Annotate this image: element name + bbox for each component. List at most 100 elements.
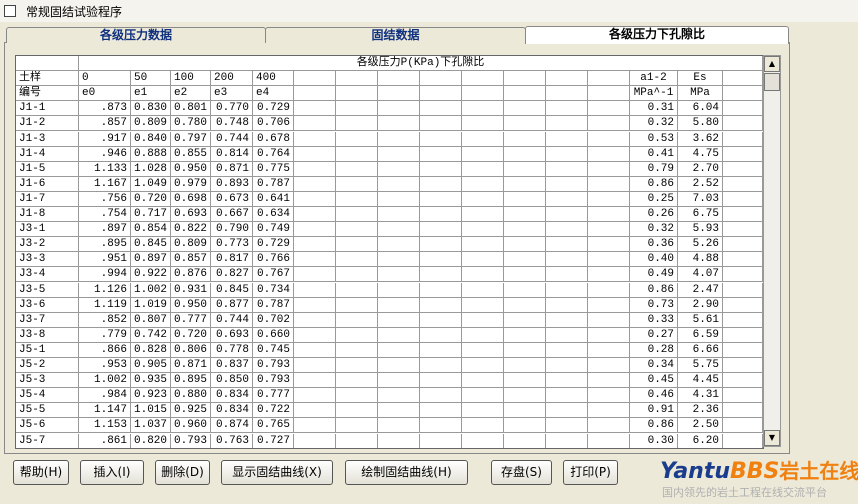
empty-cell xyxy=(420,176,462,192)
tab[interactable]: 固结数据 xyxy=(265,27,526,43)
grid-cell: 0.874 xyxy=(211,418,253,434)
empty-cell xyxy=(546,131,588,147)
grid-cell: 2.52 xyxy=(678,176,723,192)
header-cell xyxy=(504,71,546,87)
grid-cell: .861 xyxy=(79,433,131,448)
empty-cell xyxy=(504,101,546,117)
grid-cell: 0.923 xyxy=(131,388,171,404)
header-cell xyxy=(546,86,588,102)
empty-cell xyxy=(723,116,763,132)
grid-cell: .873 xyxy=(79,101,131,117)
empty-cell xyxy=(462,342,504,358)
scroll-down[interactable]: ▼ xyxy=(764,430,780,446)
empty-cell xyxy=(588,282,630,298)
empty-cell xyxy=(723,373,763,389)
grid-cell: J1-6 xyxy=(16,176,79,192)
empty-cell xyxy=(336,146,378,162)
grid-cell: J1-1 xyxy=(16,101,79,117)
empty-cell xyxy=(378,433,420,448)
empty-cell xyxy=(723,146,763,162)
grid-cell: 0.720 xyxy=(131,191,171,207)
tab[interactable]: 各级压力数据 xyxy=(6,27,266,43)
grid-cell: 5.26 xyxy=(678,237,723,253)
button[interactable]: 显示固结曲线(X) xyxy=(221,460,333,485)
empty-cell xyxy=(378,146,420,162)
grid-cell: 0.729 xyxy=(253,101,294,117)
grid-cell: 2.50 xyxy=(678,418,723,434)
grid-cell: 0.673 xyxy=(211,191,253,207)
grid-cell: 0.960 xyxy=(171,418,211,434)
empty-cell xyxy=(420,101,462,117)
logo: YantuBBS岩土在线 xyxy=(660,455,858,484)
empty-cell xyxy=(336,222,378,238)
header-cell xyxy=(546,71,588,87)
empty-cell xyxy=(588,433,630,448)
empty-cell xyxy=(504,327,546,343)
logo-text: BBS xyxy=(730,459,780,484)
empty-cell xyxy=(462,191,504,207)
grid-cell: J5-5 xyxy=(16,403,79,419)
empty-cell xyxy=(504,207,546,223)
grid-cell: 0.79 xyxy=(630,161,678,177)
grid-cell: 0.734 xyxy=(253,282,294,298)
button[interactable]: 存盘(S) xyxy=(491,460,552,485)
grid-cell: 0.660 xyxy=(253,327,294,343)
empty-cell xyxy=(336,433,378,448)
empty-cell xyxy=(462,418,504,434)
grid-cell: 1.015 xyxy=(131,403,171,419)
scrollbar[interactable]: ▲ ▼ xyxy=(763,55,781,447)
grid-cell: 1.133 xyxy=(79,161,131,177)
scroll-up[interactable]: ▲ xyxy=(764,56,780,72)
empty-cell xyxy=(336,252,378,268)
grid-cell: 0.702 xyxy=(253,312,294,328)
header-cell xyxy=(420,86,462,102)
empty-cell xyxy=(378,101,420,117)
empty-cell xyxy=(546,373,588,389)
empty-cell xyxy=(504,418,546,434)
grid-cell: 0.897 xyxy=(131,252,171,268)
grid-cell: .756 xyxy=(79,191,131,207)
empty-cell xyxy=(546,403,588,419)
header-cell: 50 xyxy=(131,71,171,87)
header-cell xyxy=(723,86,763,102)
empty-cell xyxy=(546,418,588,434)
scroll-thumb[interactable] xyxy=(764,73,780,91)
grid-cell: .917 xyxy=(79,131,131,147)
button[interactable]: 绘制固结曲线(H) xyxy=(345,460,468,485)
grid-cell: 2.70 xyxy=(678,161,723,177)
empty-cell xyxy=(336,327,378,343)
empty-cell xyxy=(462,222,504,238)
grid-cell: 6.20 xyxy=(678,433,723,448)
grid-cell: 0.787 xyxy=(253,176,294,192)
grid-cell: 0.871 xyxy=(211,161,253,177)
grid-cell: 0.809 xyxy=(171,237,211,253)
grid-cell: 0.775 xyxy=(253,161,294,177)
grid-cell: J5-3 xyxy=(16,373,79,389)
grid-cell: 0.845 xyxy=(211,282,253,298)
slogan: 国内领先的岩土工程在线交流平台 xyxy=(662,486,827,499)
empty-cell xyxy=(294,252,336,268)
empty-cell xyxy=(378,358,420,374)
button[interactable]: 插入(I) xyxy=(80,460,144,485)
grid-cell: .895 xyxy=(79,237,131,253)
empty-cell xyxy=(588,161,630,177)
empty-cell xyxy=(504,252,546,268)
empty-cell xyxy=(336,358,378,374)
button[interactable]: 帮助(H) xyxy=(13,460,69,485)
grid-cell: 0.814 xyxy=(211,146,253,162)
empty-cell xyxy=(504,403,546,419)
grid-cell: 1.126 xyxy=(79,282,131,298)
grid-cell: .951 xyxy=(79,252,131,268)
empty-cell xyxy=(504,342,546,358)
empty-cell xyxy=(546,222,588,238)
grid-cell: .946 xyxy=(79,146,131,162)
grid-cell: 0.880 xyxy=(171,388,211,404)
grid-cell: J3-2 xyxy=(16,237,79,253)
tab-active[interactable]: 各级压力下孔隙比 xyxy=(525,26,789,44)
button[interactable]: 删除(D) xyxy=(155,460,210,485)
button[interactable]: 打印(P) xyxy=(563,460,618,485)
grid-cell: 0.855 xyxy=(171,146,211,162)
empty-cell xyxy=(723,191,763,207)
grid-cell: 0.777 xyxy=(253,388,294,404)
grid-title: 各级压力P(KPa)下孔隙比 xyxy=(79,56,763,71)
